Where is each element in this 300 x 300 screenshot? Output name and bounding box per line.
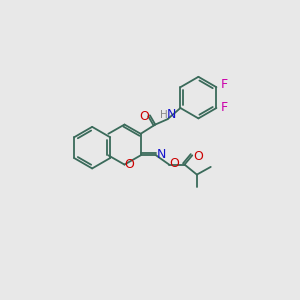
Text: O: O [169,157,179,170]
Text: O: O [124,158,134,171]
Text: F: F [220,101,228,115]
Text: O: O [139,110,149,123]
Text: F: F [220,78,228,92]
Text: N: N [167,108,176,121]
Text: H: H [160,110,168,119]
Text: O: O [194,150,203,163]
Text: N: N [157,148,166,161]
